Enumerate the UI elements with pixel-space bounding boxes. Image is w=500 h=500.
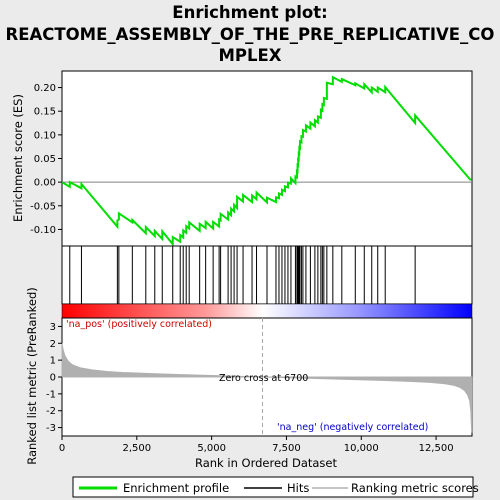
es-y-axis: -0.10 -0.05 0.00 0.05 0.10 0.15 0.20 xyxy=(30,83,62,236)
es-y-axis-label: Enrichment score (ES) xyxy=(11,94,25,222)
legend-box xyxy=(72,476,474,498)
metric-tick-label: 3 xyxy=(50,322,56,333)
es-tick-label: -0.05 xyxy=(30,201,56,212)
es-tick-label: 0.00 xyxy=(34,178,56,189)
x-axis-label: Rank in Ordered Dataset xyxy=(195,456,338,470)
enrichment-profile-line xyxy=(61,75,472,247)
metric-tick-label: -3 xyxy=(46,423,56,434)
x-tick-label: 2,500 xyxy=(122,443,151,454)
ranking-metric-area xyxy=(61,343,473,433)
metric-y-axis: 3 2 1 0 -1 -2 -3 xyxy=(46,322,62,434)
metric-tick-label: 2 xyxy=(50,339,56,350)
chart-title-line3: MPLEX xyxy=(218,46,281,65)
es-tick-label: 0.15 xyxy=(34,107,56,118)
zero-cross-label: Zero cross at 6700 xyxy=(219,373,308,384)
es-panel xyxy=(61,70,473,247)
hit-markers xyxy=(69,246,416,304)
es-tick-label: 0.20 xyxy=(34,83,56,94)
chart-title-line2: REACTOME_ASSEMBLY_OF_THE_PRE_REPLICATIVE… xyxy=(6,25,495,44)
negative-correlation-label: 'na_neg' (negatively correlated) xyxy=(277,422,428,433)
metric-y-axis-label: Ranked list metric (PreRanked) xyxy=(25,287,39,465)
metric-tick-label: 0 xyxy=(50,373,56,384)
legend-entry-enrichment-profile: Enrichment profile xyxy=(123,481,229,495)
ranking-heat-bar xyxy=(61,303,473,319)
positive-correlation-label: 'na_pos' (positively correlated) xyxy=(66,319,212,330)
chart-title-line1: Enrichment plot: xyxy=(172,3,327,22)
legend-entry-hits: Hits xyxy=(287,481,309,495)
x-tick-label: 12,500 xyxy=(419,443,454,454)
es-tick-label: 0.05 xyxy=(34,154,56,165)
legend-entry-ranking-metric-scores: Ranking metric scores xyxy=(351,481,479,495)
x-tick-label: 5,000 xyxy=(197,443,226,454)
x-tick-label: 0 xyxy=(59,443,65,454)
es-tick-label: -0.10 xyxy=(30,225,56,236)
metric-tick-label: -1 xyxy=(46,389,56,400)
metric-tick-label: 1 xyxy=(50,356,56,367)
metric-tick-label: -2 xyxy=(46,406,56,417)
x-tick-label: 7,500 xyxy=(272,443,301,454)
x-tick-label: 10,000 xyxy=(344,443,379,454)
es-tick-label: 0.10 xyxy=(34,130,56,141)
x-axis: 0 2,500 5,000 7,500 10,000 12,500 xyxy=(59,436,454,454)
